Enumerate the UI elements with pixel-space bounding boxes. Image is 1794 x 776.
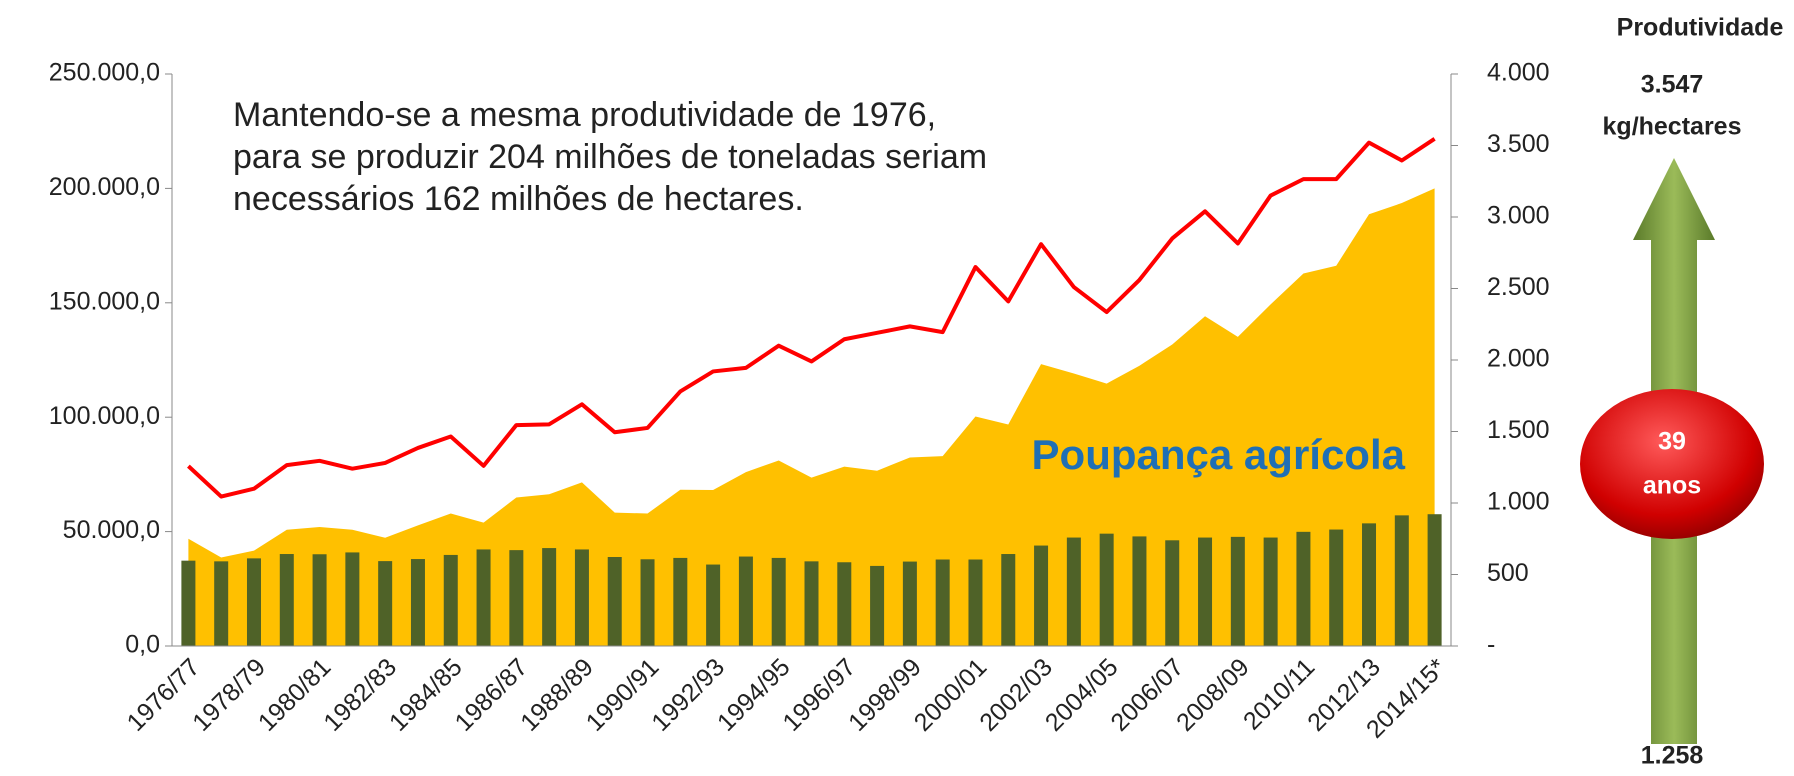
x-tick-label: 1980/81 <box>253 653 337 737</box>
y2-tick-label: - <box>1487 631 1495 659</box>
x-tick-label: 2006/07 <box>1105 653 1189 737</box>
annotation-line: para se produzir 204 milhões de tonelada… <box>233 138 987 176</box>
y-tick-label: 100.000,0 <box>49 402 160 430</box>
bar <box>1067 538 1081 646</box>
x-tick-label: 2004/05 <box>1040 653 1124 737</box>
bar <box>477 549 491 646</box>
bar <box>1100 534 1114 646</box>
annotation-line: Mantendo-se a mesma produtividade de 197… <box>233 96 936 134</box>
bar <box>837 562 851 646</box>
bar <box>1264 538 1278 646</box>
bottom-value: 1.258 <box>1641 742 1704 770</box>
x-tick-label: 1976/77 <box>122 653 206 737</box>
bar <box>870 566 884 646</box>
bar <box>1395 515 1409 646</box>
bar <box>739 557 753 646</box>
y-tick-label: 250.000,0 <box>49 59 160 87</box>
y-tick-label: 200.000,0 <box>49 173 160 201</box>
bar <box>608 557 622 646</box>
badge-number: 39 <box>1658 428 1686 456</box>
bar <box>378 561 392 646</box>
x-tick-label: 1992/93 <box>646 653 730 737</box>
bar <box>247 558 261 646</box>
chart: 0,0 50.000,0 100.000,0 150.000,0 200.000,0 25… <box>0 0 1794 776</box>
badge <box>1580 389 1764 539</box>
x-tick-label: 1982/83 <box>318 653 402 737</box>
y2-tick-label: 2.000 <box>1487 345 1550 373</box>
bar <box>1362 523 1376 646</box>
bar <box>542 548 556 646</box>
bar <box>1034 546 1048 646</box>
top-value: 3.547 <box>1641 71 1704 99</box>
bar <box>968 560 982 646</box>
bar <box>1428 514 1442 646</box>
y2-tick-label: 4.000 <box>1487 59 1550 87</box>
bar <box>706 565 720 646</box>
y2-tick-label: 500 <box>1487 559 1529 587</box>
bar <box>936 560 950 646</box>
bar <box>1296 532 1310 646</box>
bar <box>673 558 687 646</box>
y-tick-label: 50.000,0 <box>63 516 160 544</box>
side-panel: Produtividade 3.547 kg/hectares 39 anos … <box>1580 14 1783 770</box>
y2-tick-label: 3.500 <box>1487 130 1550 158</box>
y2-tick-label: 3.000 <box>1487 202 1550 230</box>
bar <box>641 559 655 646</box>
bar <box>1001 554 1015 646</box>
x-tick-label: 1994/95 <box>712 653 796 737</box>
top-unit: kg/hectares <box>1603 113 1742 141</box>
x-tick-label: 2000/01 <box>909 653 993 737</box>
x-tick-label: 1998/99 <box>843 653 927 737</box>
bar <box>1165 540 1179 646</box>
bar <box>345 552 359 646</box>
y2-tick-label: 2.500 <box>1487 273 1550 301</box>
side-title: Produtividade <box>1617 14 1784 42</box>
y2-tick-label: 1.500 <box>1487 416 1550 444</box>
y-tick-label: 0,0 <box>125 631 160 659</box>
x-tick-label: 2002/03 <box>974 653 1058 737</box>
bar <box>1198 538 1212 646</box>
bar <box>509 550 523 646</box>
bar <box>903 562 917 646</box>
bar <box>280 554 294 646</box>
area-label: Poupança agrícola <box>1032 431 1406 478</box>
badge-unit: anos <box>1643 472 1701 500</box>
bar <box>411 559 425 646</box>
y-tick-label: 150.000,0 <box>49 287 160 315</box>
bar <box>805 561 819 646</box>
x-tick-label: 1978/79 <box>187 653 271 737</box>
x-tick-label: 1988/89 <box>515 653 599 737</box>
annotation-line: necessários 162 milhões de hectares. <box>233 180 804 218</box>
x-tick-label: 1990/91 <box>581 653 665 737</box>
bar <box>181 561 195 646</box>
x-tick-label: 2008/09 <box>1171 653 1255 737</box>
bar <box>313 554 327 646</box>
x-tick-label: 1984/85 <box>384 653 468 737</box>
bar <box>214 561 228 646</box>
x-tick-label: 1986/87 <box>450 653 534 737</box>
bar <box>575 549 589 646</box>
bar <box>1329 530 1343 646</box>
bar <box>1132 536 1146 646</box>
bar <box>1231 537 1245 646</box>
y2-tick-label: 1.000 <box>1487 488 1550 516</box>
x-tick-label: 1996/97 <box>778 653 862 737</box>
bar <box>772 558 786 646</box>
bar <box>444 555 458 646</box>
